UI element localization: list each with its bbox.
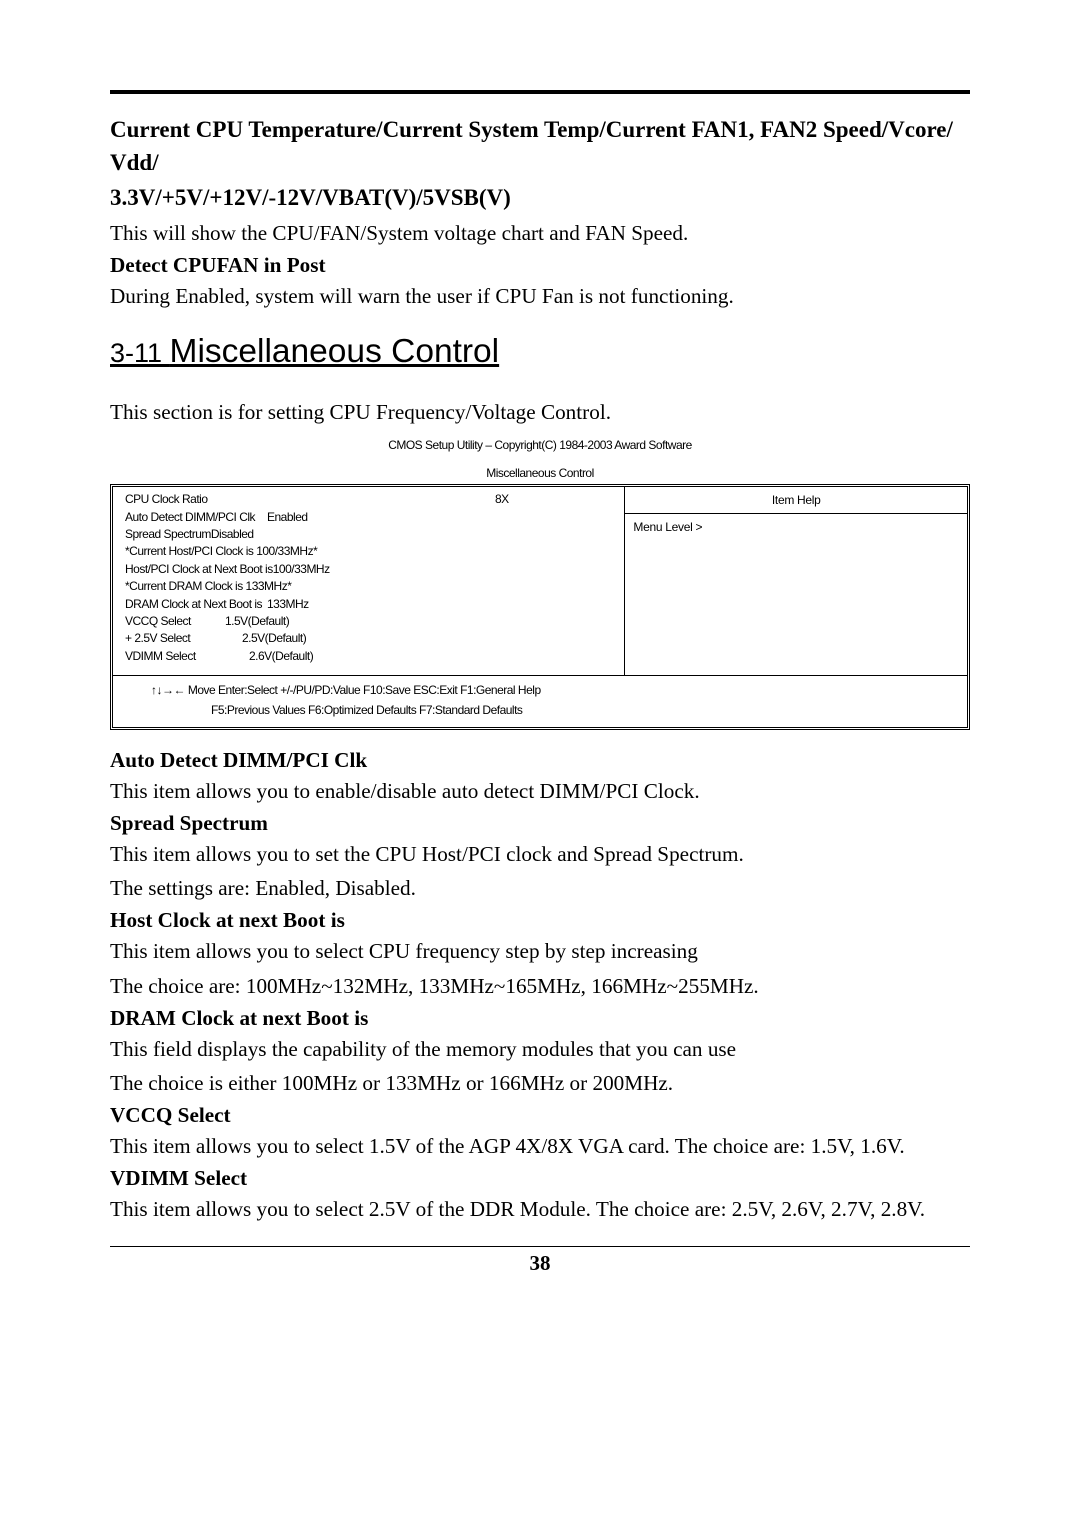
misc-control-title: 3-11 Miscellaneous Control [110, 333, 970, 371]
para-title: Auto Detect DIMM/PCI Clk [110, 748, 970, 773]
cmos-help-pane: Item Help Menu Level > [625, 487, 967, 675]
cmos-row-value: Disabled [211, 526, 254, 543]
cmos-row-label: Auto Detect DIMM/PCI Clk [125, 509, 267, 526]
section-desc: This will show the CPU/FAN/System voltag… [110, 218, 970, 249]
cmos-row: CPU Clock Ratio 8X [125, 491, 618, 508]
cmos-row: VCCQ Select1.5V(Default) [125, 613, 618, 630]
cmos-top: CPU Clock Ratio 8X Auto Detect DIMM/PCI C… [113, 487, 967, 675]
cmos-panel-title: Miscellaneous Control [110, 466, 970, 480]
cmos-row-label: *Current DRAM Clock is 133MHz* [125, 578, 291, 595]
para-title: DRAM Clock at next Boot is [110, 1006, 970, 1031]
cmos-row-value: 8X [495, 491, 509, 508]
cmos-row-value: 100/33MHz [273, 561, 330, 578]
cmos-row: *Current DRAM Clock is 133MHz* [125, 578, 618, 595]
para-title: VCCQ Select [110, 1103, 970, 1128]
cmos-row: Auto Detect DIMM/PCI ClkEnabled [125, 509, 618, 526]
cmos-row: + 2.5V Select2.5V(Default) [125, 630, 618, 647]
cmos-utility-title: CMOS Setup Utility – Copyright(C) 1984-2… [110, 438, 970, 452]
para-line: This item allows you to select CPU frequ… [110, 936, 970, 967]
para-line: This item allows you to enable/disable a… [110, 776, 970, 807]
cmos-footer-line2: F5:Previous Values F6:Optimized Defaults… [151, 700, 961, 720]
cmos-help-body: Menu Level > [625, 514, 967, 675]
detect-desc: During Enabled, system will warn the use… [110, 281, 970, 312]
section-label: Miscellaneous Control [170, 333, 500, 370]
section-heading-line1: Current CPU Temperature/Current System T… [110, 114, 970, 179]
cmos-row: Host/PCI Clock at Next Boot is100/33MHz [125, 561, 618, 578]
cmos-row-label: Spread Spectrum [125, 526, 211, 543]
para-line: The choice is either 100MHz or 133MHz or… [110, 1068, 970, 1099]
cmos-row-value: 1.5V(Default) [225, 613, 289, 630]
section-number: 3-11 [110, 338, 170, 368]
cmos-row-label: CPU Clock Ratio [125, 491, 325, 508]
cmos-row-label: VCCQ Select [125, 613, 225, 630]
cmos-row: DRAM Clock at Next Boot is133MHz [125, 596, 618, 613]
top-rule [110, 90, 970, 94]
para-title: VDIMM Select [110, 1166, 970, 1191]
para-title: Host Clock at next Boot is [110, 908, 970, 933]
cmos-row-label: DRAM Clock at Next Boot is [125, 596, 267, 613]
para-line: This item allows you to select 2.5V of t… [110, 1194, 970, 1225]
para-line: The choice are: 100MHz~132MHz, 133MHz~16… [110, 971, 970, 1002]
para-line: The settings are: Enabled, Disabled. [110, 873, 970, 904]
cmos-settings-list: CPU Clock Ratio 8X Auto Detect DIMM/PCI C… [113, 487, 625, 675]
cmos-row-label: VDIMM Select [125, 648, 249, 665]
section-heading-line2: 3.3V/+5V/+12V/-12V/VBAT(V)/5VSB(V) [110, 182, 970, 215]
cmos-row: *Current Host/PCI Clock is 100/33MHz* [125, 543, 618, 560]
cmos-row-label: + 2.5V Select [125, 630, 242, 647]
page-number: 38 [110, 1251, 970, 1276]
cmos-row-value: 2.5V(Default) [242, 630, 306, 647]
cmos-footer: ↑↓→← Move Enter:Select +/-/PU/PD:Value F… [113, 675, 967, 727]
cmos-footer-line1: ↑↓→← Move Enter:Select +/-/PU/PD:Value F… [151, 680, 961, 700]
para-line: This item allows you to set the CPU Host… [110, 839, 970, 870]
cmos-row: Spread SpectrumDisabled [125, 526, 618, 543]
cmos-row-value: 133MHz [267, 596, 309, 613]
cmos-box: CPU Clock Ratio 8X Auto Detect DIMM/PCI C… [110, 484, 970, 730]
para-line: This item allows you to select 1.5V of t… [110, 1131, 970, 1162]
misc-intro: This section is for setting CPU Frequenc… [110, 397, 970, 428]
cmos-help-header: Item Help [625, 487, 967, 514]
para-title: Spread Spectrum [110, 811, 970, 836]
footer-rule [110, 1246, 970, 1247]
cmos-row-value: Enabled [267, 509, 308, 526]
cmos-row-label: *Current Host/PCI Clock is 100/33MHz* [125, 543, 317, 560]
detect-title: Detect CPUFAN in Post [110, 253, 970, 278]
para-line: This field displays the capability of th… [110, 1034, 970, 1065]
cmos-row-value: 2.6V(Default) [249, 648, 313, 665]
cmos-row-label: Host/PCI Clock at Next Boot is [125, 561, 273, 578]
cmos-row: VDIMM Select2.6V(Default) [125, 648, 618, 665]
